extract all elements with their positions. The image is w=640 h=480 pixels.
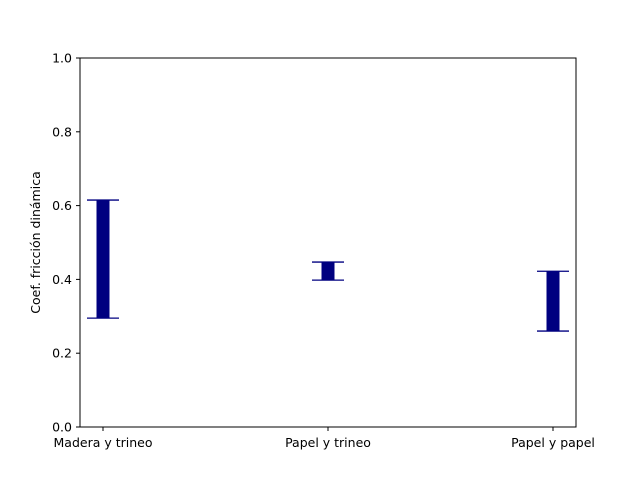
- y-axis: 0.0 0.2 0.4 0.6 0.8 1.0: [52, 51, 80, 435]
- y-tick-label: 0.4: [52, 272, 72, 287]
- y-tick-label: 0.0: [52, 420, 72, 435]
- x-axis: Madera y trineo Papel y trineo Papel y pap…: [54, 427, 595, 450]
- y-axis-label: Coef. fricción dinámica: [28, 171, 43, 313]
- range-bar: [546, 271, 560, 332]
- y-tick-label: 0.6: [52, 198, 72, 213]
- plot-frame: [79, 57, 577, 428]
- x-tick-label: Papel y papel: [511, 435, 595, 450]
- x-tick-label: Madera y trineo: [54, 435, 153, 450]
- plot-area: [80, 58, 576, 427]
- y-tick-label: 1.0: [52, 51, 72, 66]
- range-bars: [87, 199, 569, 332]
- range-bar: [96, 200, 110, 319]
- range-bar: [321, 262, 335, 281]
- y-tick-label: 0.8: [52, 124, 72, 139]
- y-tick-label: 0.2: [52, 346, 72, 361]
- x-tick-label: Papel y trineo: [285, 435, 371, 450]
